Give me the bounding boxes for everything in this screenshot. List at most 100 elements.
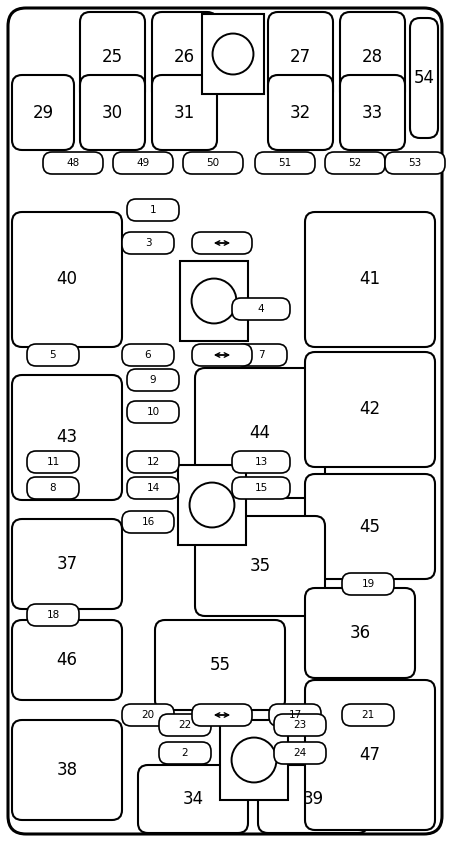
FancyBboxPatch shape <box>127 451 179 473</box>
Text: 18: 18 <box>46 610 59 620</box>
FancyBboxPatch shape <box>183 152 243 174</box>
Text: 48: 48 <box>67 158 80 168</box>
FancyBboxPatch shape <box>342 573 394 595</box>
Bar <box>202 14 264 94</box>
FancyBboxPatch shape <box>232 451 290 473</box>
FancyBboxPatch shape <box>127 199 179 221</box>
FancyBboxPatch shape <box>274 742 326 764</box>
Text: 24: 24 <box>293 748 306 758</box>
Text: 42: 42 <box>360 401 381 418</box>
Text: 41: 41 <box>360 270 381 289</box>
Text: 51: 51 <box>279 158 292 168</box>
Text: 28: 28 <box>362 48 383 66</box>
Text: 50: 50 <box>207 158 220 168</box>
FancyBboxPatch shape <box>342 704 394 726</box>
Text: 6: 6 <box>145 350 151 360</box>
FancyBboxPatch shape <box>122 511 174 533</box>
FancyBboxPatch shape <box>12 75 74 150</box>
Text: 17: 17 <box>288 710 302 720</box>
FancyBboxPatch shape <box>27 477 79 499</box>
FancyBboxPatch shape <box>305 588 415 678</box>
Text: 44: 44 <box>249 424 270 442</box>
Text: 45: 45 <box>360 518 381 536</box>
FancyBboxPatch shape <box>12 375 122 500</box>
Text: 16: 16 <box>141 517 155 527</box>
Text: 1: 1 <box>150 205 156 215</box>
FancyBboxPatch shape <box>305 352 435 467</box>
Text: 3: 3 <box>145 238 151 248</box>
Circle shape <box>189 482 234 527</box>
Text: 40: 40 <box>57 270 77 289</box>
Text: 8: 8 <box>50 483 56 493</box>
FancyBboxPatch shape <box>195 516 325 616</box>
Text: 38: 38 <box>56 761 77 779</box>
FancyBboxPatch shape <box>305 474 435 579</box>
FancyBboxPatch shape <box>122 704 174 726</box>
Text: 46: 46 <box>57 651 77 669</box>
Text: 33: 33 <box>362 104 383 121</box>
Circle shape <box>192 279 236 323</box>
Text: 2: 2 <box>182 748 188 758</box>
FancyBboxPatch shape <box>127 477 179 499</box>
FancyBboxPatch shape <box>305 680 435 830</box>
Bar <box>180 261 248 341</box>
FancyBboxPatch shape <box>27 451 79 473</box>
Text: 5: 5 <box>50 350 56 360</box>
FancyBboxPatch shape <box>274 714 326 736</box>
Text: 25: 25 <box>102 48 123 66</box>
Bar <box>178 465 246 545</box>
FancyBboxPatch shape <box>127 401 179 423</box>
Text: 12: 12 <box>146 457 160 467</box>
Text: 29: 29 <box>32 104 54 121</box>
Text: 49: 49 <box>136 158 149 168</box>
Text: 35: 35 <box>249 557 270 575</box>
FancyBboxPatch shape <box>255 152 315 174</box>
FancyBboxPatch shape <box>192 232 252 254</box>
Text: 37: 37 <box>56 555 77 573</box>
Text: 7: 7 <box>258 350 264 360</box>
Circle shape <box>212 34 253 74</box>
Text: 9: 9 <box>150 375 156 385</box>
Text: 55: 55 <box>210 656 230 674</box>
FancyBboxPatch shape <box>325 152 385 174</box>
Text: 34: 34 <box>182 790 203 808</box>
Text: 19: 19 <box>361 579 374 589</box>
Text: 36: 36 <box>350 624 370 642</box>
FancyBboxPatch shape <box>340 75 405 150</box>
Text: 21: 21 <box>361 710 374 720</box>
Text: 30: 30 <box>102 104 123 121</box>
FancyBboxPatch shape <box>12 519 122 609</box>
FancyBboxPatch shape <box>305 212 435 347</box>
FancyBboxPatch shape <box>12 212 122 347</box>
FancyBboxPatch shape <box>192 704 252 726</box>
FancyBboxPatch shape <box>269 704 321 726</box>
Text: 27: 27 <box>290 48 311 66</box>
FancyBboxPatch shape <box>113 152 173 174</box>
FancyBboxPatch shape <box>340 12 405 102</box>
Text: 15: 15 <box>254 483 268 493</box>
Text: 4: 4 <box>258 304 264 314</box>
Text: 52: 52 <box>348 158 362 168</box>
FancyBboxPatch shape <box>122 232 174 254</box>
FancyBboxPatch shape <box>232 298 290 320</box>
FancyBboxPatch shape <box>12 720 122 820</box>
FancyBboxPatch shape <box>155 620 285 710</box>
FancyBboxPatch shape <box>127 369 179 391</box>
Text: 47: 47 <box>360 746 381 764</box>
FancyBboxPatch shape <box>268 12 333 102</box>
Text: 39: 39 <box>302 790 324 808</box>
FancyBboxPatch shape <box>268 75 333 150</box>
FancyBboxPatch shape <box>27 344 79 366</box>
FancyBboxPatch shape <box>410 18 438 138</box>
Text: 43: 43 <box>56 429 77 446</box>
FancyBboxPatch shape <box>12 620 122 700</box>
FancyBboxPatch shape <box>80 75 145 150</box>
Text: 26: 26 <box>174 48 195 66</box>
FancyBboxPatch shape <box>43 152 103 174</box>
FancyBboxPatch shape <box>27 604 79 626</box>
FancyBboxPatch shape <box>232 477 290 499</box>
FancyBboxPatch shape <box>8 8 442 834</box>
Text: 32: 32 <box>290 104 311 121</box>
FancyBboxPatch shape <box>385 152 445 174</box>
Text: 13: 13 <box>254 457 268 467</box>
